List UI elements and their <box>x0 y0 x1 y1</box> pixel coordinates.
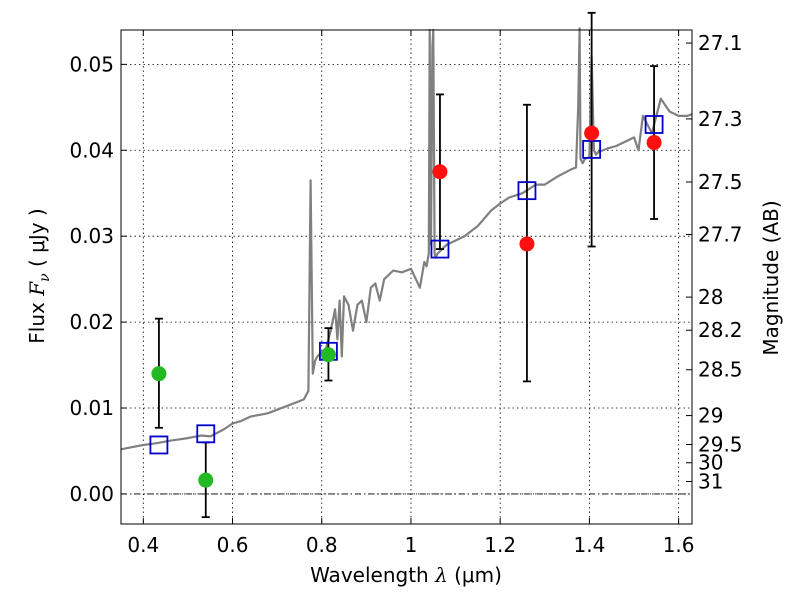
plot-frame <box>120 29 693 525</box>
x-axis-label: Wavelength λ (μm) <box>310 563 502 587</box>
x-tick-label: 0.4 <box>127 533 159 557</box>
y-tick-label: 0.03 <box>69 224 114 248</box>
magnitude-tick-label: 27.3 <box>698 107 743 131</box>
x-tick-label: 1.4 <box>573 533 605 557</box>
y2-axis-label: Magnitude (AB) <box>759 200 783 355</box>
spectrum-layer <box>120 27 693 451</box>
spectrum-line <box>120 27 693 451</box>
x-tick-label: 1.6 <box>663 533 695 557</box>
magnitude-tick-label: 27.5 <box>698 170 743 194</box>
magnitude-tick-label: 27.7 <box>698 222 743 246</box>
y-tick-label: 0.02 <box>69 310 114 334</box>
magnitude-tick-label: 30 <box>698 451 723 475</box>
x-tick-label: 1 <box>405 533 418 557</box>
errorbar-layer <box>154 11 659 519</box>
magnitude-tick-label: 27.1 <box>698 31 743 55</box>
y-tick-label: 0.01 <box>69 396 114 420</box>
x-tick-label: 1.2 <box>484 533 516 557</box>
detection-point <box>519 236 535 252</box>
y-tick-label: 0.00 <box>69 482 114 506</box>
model-photometry-square <box>149 435 169 455</box>
x-tick-label: 0.6 <box>217 533 249 557</box>
detection-point <box>646 135 662 151</box>
magnitude-tick-label: 28.2 <box>698 318 743 342</box>
magnitude-tick-label: 28 <box>698 285 723 309</box>
marker-layer <box>149 115 664 488</box>
x-tick-label: 0.8 <box>306 533 338 557</box>
tick-layer: 0.4 0.6 0.8 1 1.2 1.4 1.6 0.00 0.01 0.02 0.03 0.04 0… <box>69 30 743 557</box>
model-photometry-square <box>582 140 602 159</box>
model-photometry-square <box>644 115 664 134</box>
detection-point <box>584 125 600 141</box>
detection-point <box>320 347 336 363</box>
model-photometry-square <box>430 239 450 259</box>
magnitude-tick-label: 28.5 <box>698 358 743 382</box>
model-photometry-square <box>196 424 216 444</box>
detection-point <box>151 366 167 382</box>
model-photometry-square <box>517 181 537 201</box>
y-tick-label: 0.05 <box>69 52 114 76</box>
magnitude-tick-label: 31 <box>698 470 723 494</box>
detection-point <box>432 164 448 180</box>
y-axis-label: Flux Fν ( μJy ) <box>25 208 53 343</box>
magnitude-tick-label: 29.5 <box>698 432 743 456</box>
detection-point <box>198 472 214 488</box>
magnitude-tick-label: 29 <box>698 404 723 428</box>
y-tick-label: 0.04 <box>69 138 114 162</box>
